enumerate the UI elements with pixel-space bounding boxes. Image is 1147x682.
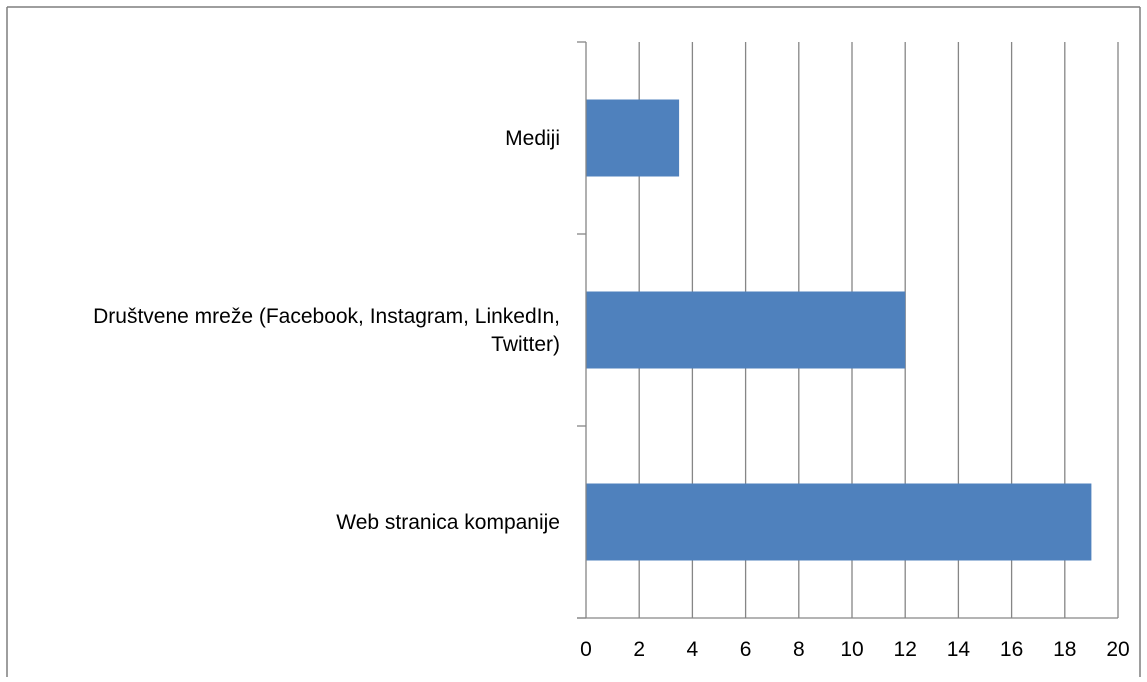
x-tick-label: 14 <box>947 638 971 661</box>
labels: 0 2 4 6 8 10 12 14 16 18 20 Web stranica kompanije D… <box>93 127 1130 661</box>
x-tick-label: 10 <box>840 638 863 661</box>
axes <box>577 41 1118 619</box>
category-label: Društvene mreže (Facebook, Instagram, Li… <box>93 305 560 356</box>
x-tick-label: 18 <box>1053 638 1076 661</box>
bar <box>586 291 906 369</box>
x-tick-label: 4 <box>687 638 699 661</box>
bar <box>586 99 680 177</box>
category-label: Web stranica kompanije <box>336 511 560 534</box>
x-tick-label: 8 <box>793 638 805 661</box>
category-label: Mediji <box>505 127 560 150</box>
x-tick-label: 20 <box>1106 638 1129 661</box>
x-tick-label: 6 <box>740 638 752 661</box>
bar <box>586 483 1092 561</box>
bars <box>586 99 1092 561</box>
x-tick-label: 16 <box>1000 638 1023 661</box>
x-tick-label: 12 <box>894 638 917 661</box>
x-tick-label: 0 <box>580 638 592 661</box>
x-tick-label: 2 <box>633 638 645 661</box>
